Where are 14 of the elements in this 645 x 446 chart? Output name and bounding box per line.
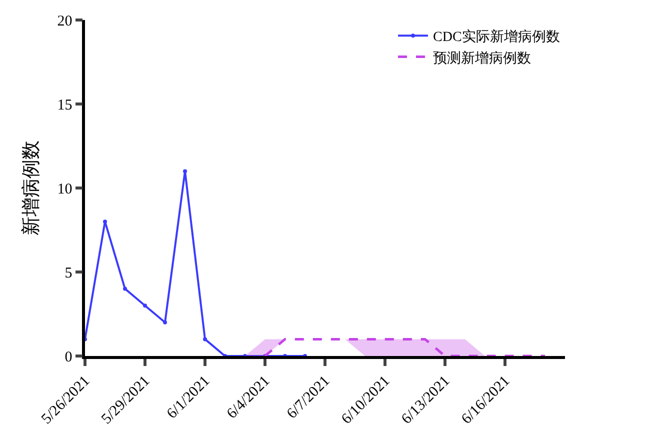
legend-label: CDC实际新增病例数 xyxy=(433,29,560,46)
point xyxy=(123,286,127,291)
y-tick-label: 0 xyxy=(64,349,72,366)
point xyxy=(103,220,107,224)
y-axis-title: 新增病例数 xyxy=(20,140,42,236)
point xyxy=(163,320,167,324)
y-tick-label: 10 xyxy=(57,181,72,198)
y-tick-label: 5 xyxy=(64,265,72,282)
point xyxy=(183,169,187,174)
point xyxy=(143,304,147,308)
point xyxy=(203,337,207,342)
legend-label: 预测新增病例数 xyxy=(433,50,531,66)
y-tick-label: 15 xyxy=(57,97,72,114)
y-tick-label: 20 xyxy=(57,13,72,30)
